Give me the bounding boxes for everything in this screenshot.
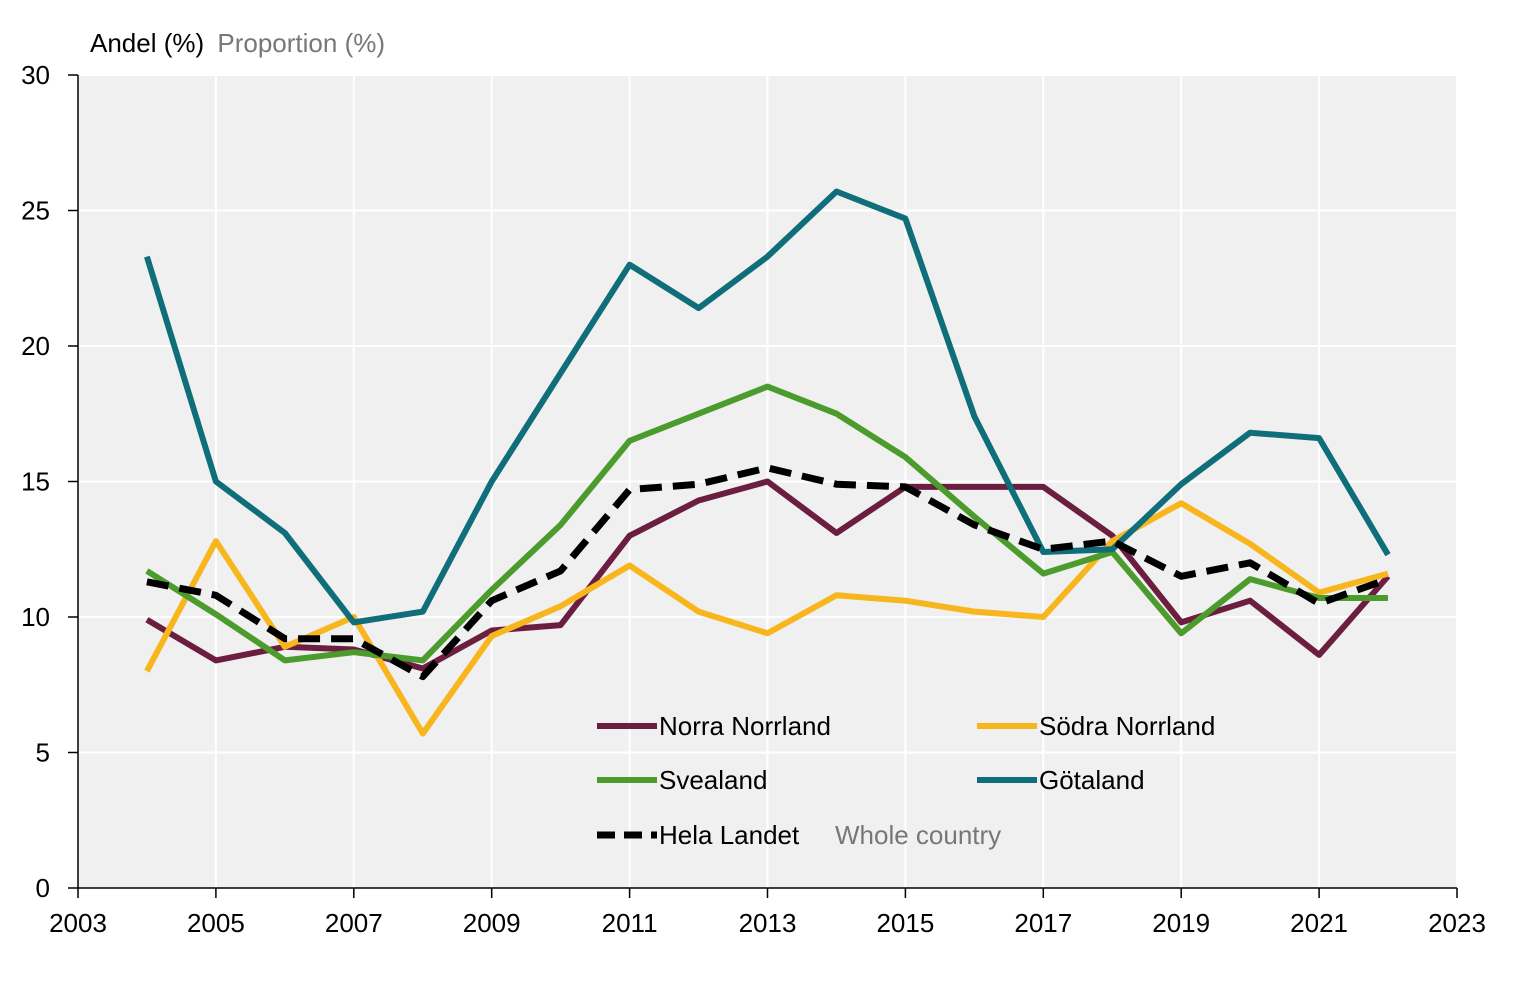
legend-label-en-hela-landet: Whole country bbox=[835, 820, 1001, 850]
series-line-svealand bbox=[145, 383, 1388, 664]
x-tick-label: 2011 bbox=[602, 908, 658, 938]
y-tick-label: 0 bbox=[36, 873, 50, 903]
x-tick-label: 2019 bbox=[1152, 908, 1210, 938]
x-tick-label: 2009 bbox=[463, 908, 521, 938]
y-tick-label: 25 bbox=[21, 196, 50, 226]
y-tick-label: 5 bbox=[36, 738, 50, 768]
series-lines bbox=[144, 188, 1391, 737]
y-axis-title-sv: Andel (%) bbox=[90, 28, 204, 58]
x-tick-label: 2007 bbox=[325, 908, 383, 938]
x-tick-label: 2023 bbox=[1428, 908, 1486, 938]
x-tick-label: 2021 bbox=[1290, 908, 1348, 938]
legend-label-s-dra-norrland: Södra Norrland bbox=[1039, 711, 1215, 741]
series-line-g-taland bbox=[144, 188, 1391, 626]
x-tick-label: 2003 bbox=[49, 908, 107, 938]
axes: 0 5 10 15 20 25 30 2003 2005 2007 2009 2011 2013 2015… bbox=[21, 60, 1486, 938]
y-axis-title: Andel (%) Proportion (%) bbox=[90, 28, 385, 58]
x-tick-label: 2017 bbox=[1014, 908, 1072, 938]
y-tick-label: 30 bbox=[21, 60, 50, 90]
y-tick-label: 10 bbox=[21, 602, 50, 632]
y-tick-label: 20 bbox=[21, 331, 50, 361]
y-axis-title-en: Proportion (%) bbox=[217, 28, 385, 58]
legend-label-g-taland: Götaland bbox=[1039, 765, 1145, 795]
legend: Norra Norrland Södra Norrland Svealand Göta… bbox=[597, 711, 1215, 850]
legend-label-hela-landet: Hela Landet bbox=[659, 820, 800, 850]
x-tick-label: 2015 bbox=[876, 908, 934, 938]
series-line-hela-landet bbox=[146, 464, 1390, 681]
x-tick-label: 2005 bbox=[187, 908, 245, 938]
series-line-s-dra-norrland bbox=[144, 500, 1389, 737]
legend-label-norra-norrland: Norra Norrland bbox=[659, 711, 831, 741]
x-tick-label: 2013 bbox=[739, 908, 797, 938]
y-tick-label: 15 bbox=[21, 467, 50, 497]
legend-label-svealand: Svealand bbox=[659, 765, 767, 795]
